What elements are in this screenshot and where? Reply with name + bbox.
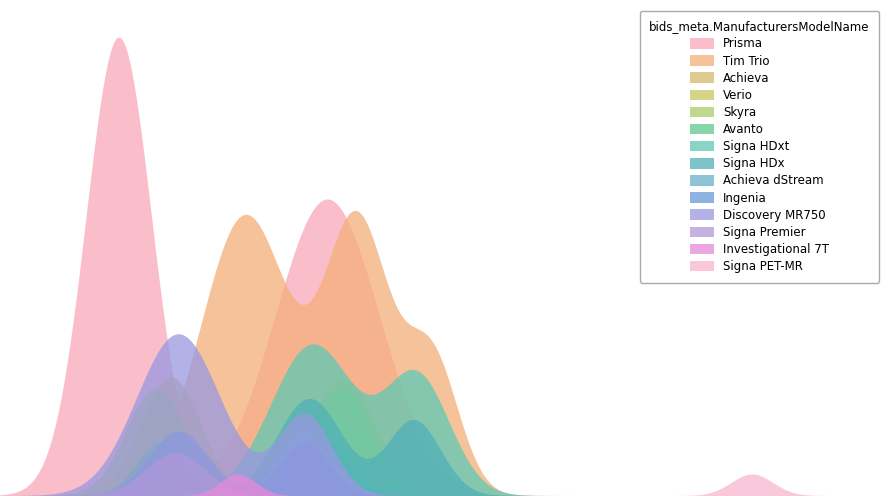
Legend: Prisma, Tim Trio, Achieva, Verio, Skyra, Avanto, Signa HDxt, Signa HDx, Achieva : Prisma, Tim Trio, Achieva, Verio, Skyra,… bbox=[640, 11, 879, 283]
